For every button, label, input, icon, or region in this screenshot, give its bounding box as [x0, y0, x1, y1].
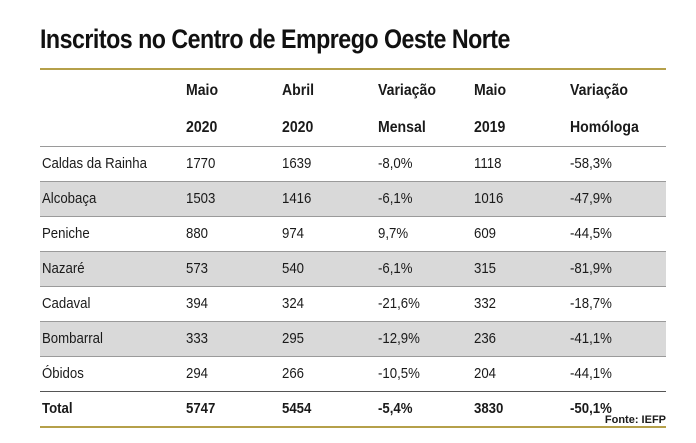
row-label: Caldas da Rainha	[40, 146, 186, 182]
header-line: Maio	[186, 82, 219, 99]
table-cell: 315	[474, 251, 570, 287]
table-cell: 880	[186, 216, 282, 252]
table-row: Peniche 880 974 9,7% 609 -44,5%	[40, 216, 666, 252]
table-cell: -41,1%	[570, 321, 666, 357]
table-row: Bombarral 333 295 -12,9% 236 -41,1%	[40, 321, 666, 357]
table-cell: 609	[474, 216, 570, 252]
data-table: Maio 2020 Abril 2020 Variação Mensal Mai…	[40, 72, 666, 428]
table-row: Caldas da Rainha 1770 1639 -8,0% 1118 -5…	[40, 146, 666, 182]
table-cell: 332	[474, 286, 570, 322]
table-cell: 1118	[474, 146, 570, 182]
total-cell: 5454	[282, 391, 378, 428]
table-row: Óbidos 294 266 -10,5% 204 -44,1%	[40, 356, 666, 392]
table-cell: -6,1%	[378, 251, 474, 287]
table-cell: -6,1%	[378, 181, 474, 217]
header-cell-april-2020: Abril 2020	[282, 72, 378, 147]
row-label: Bombarral	[40, 321, 186, 357]
header-cell-municipality	[40, 72, 186, 147]
header-row: Maio 2020 Abril 2020 Variação Mensal Mai…	[40, 72, 666, 147]
table-cell: -18,7%	[570, 286, 666, 322]
table-cell: 9,7%	[378, 216, 474, 252]
total-cell: 5747	[186, 391, 282, 428]
table-cell: 266	[282, 356, 378, 392]
table-row: Cadaval 394 324 -21,6% 332 -18,7%	[40, 286, 666, 322]
row-label: Nazaré	[40, 251, 186, 287]
page-title: Inscritos no Centro de Emprego Oeste Nor…	[40, 24, 510, 54]
table-cell: 974	[282, 216, 378, 252]
header-line: Variação	[378, 82, 436, 99]
table-cell: 324	[282, 286, 378, 322]
table-cell: 573	[186, 251, 282, 287]
total-cell: -5,4%	[378, 391, 474, 428]
table-cell: 1416	[282, 181, 378, 217]
total-cell: -50,1%	[570, 391, 666, 428]
header-line: Maio	[474, 82, 507, 99]
total-row: Total 5747 5454 -5,4% 3830 -50,1%	[40, 391, 666, 428]
header-cell-monthly-variation: Variação Mensal	[378, 72, 474, 147]
table-cell: 333	[186, 321, 282, 357]
header-cell-may-2020: Maio 2020	[186, 72, 282, 147]
table-cell: 1016	[474, 181, 570, 217]
table-cell: -44,5%	[570, 216, 666, 252]
header-line: 2019	[474, 119, 506, 136]
table-row: Alcobaça 1503 1416 -6,1% 1016 -47,9%	[40, 181, 666, 217]
source-note: Fonte: IEFP	[604, 414, 666, 426]
table-cell: -44,1%	[570, 356, 666, 392]
row-label: Peniche	[40, 216, 186, 252]
table-cell: -81,9%	[570, 251, 666, 287]
title-divider	[40, 68, 666, 70]
table-cell: 236	[474, 321, 570, 357]
total-cell: 3830	[474, 391, 570, 428]
table-cell: -10,5%	[378, 356, 474, 392]
header-cell-may-2019: Maio 2019	[474, 72, 570, 147]
header-line: Mensal	[378, 119, 426, 136]
row-label: Cadaval	[40, 286, 186, 322]
table-row: Nazaré 573 540 -6,1% 315 -81,9%	[40, 251, 666, 287]
header-line: Abril	[282, 82, 315, 99]
row-label: Óbidos	[40, 356, 186, 392]
table-cell: -47,9%	[570, 181, 666, 217]
table-cell: -21,6%	[378, 286, 474, 322]
table-cell: -12,9%	[378, 321, 474, 357]
table-cell: 540	[282, 251, 378, 287]
header-line: Homóloga	[570, 119, 639, 136]
table-cell: 394	[186, 286, 282, 322]
header-line: 2020	[282, 119, 314, 136]
table-cell: 204	[474, 356, 570, 392]
table-cell: 1639	[282, 146, 378, 182]
table-cell: 294	[186, 356, 282, 392]
table-cell: -8,0%	[378, 146, 474, 182]
total-label: Total	[40, 391, 186, 428]
table-cell: 295	[282, 321, 378, 357]
header-line: 2020	[186, 119, 218, 136]
row-label: Alcobaça	[40, 181, 186, 217]
table-cell: 1503	[186, 181, 282, 217]
table-cell: -58,3%	[570, 146, 666, 182]
header-cell-yearly-variation: Variação Homóloga	[570, 72, 666, 147]
table-cell: 1770	[186, 146, 282, 182]
header-line: Variação	[570, 82, 628, 99]
